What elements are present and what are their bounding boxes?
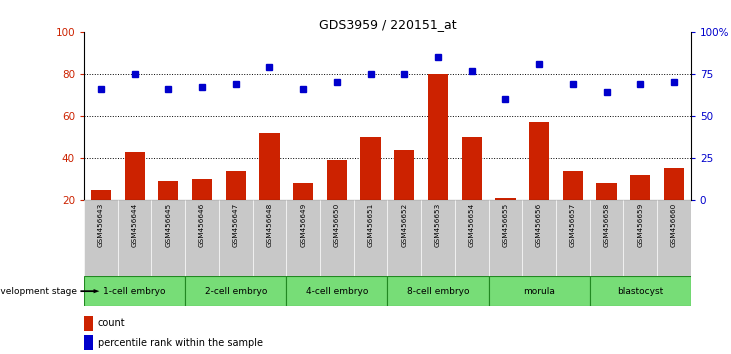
Bar (253, 200, 287, 276)
Bar (387, 200, 421, 276)
Bar (630, 175, 651, 242)
Bar (488, 276, 590, 306)
Title: GDS3959 / 220151_at: GDS3959 / 220151_at (319, 18, 456, 31)
Text: GSM456644: GSM456644 (132, 202, 137, 246)
Bar (84, 336, 93, 350)
Bar (118, 200, 151, 276)
Text: GSM456649: GSM456649 (300, 202, 306, 246)
Text: count: count (98, 318, 125, 329)
Text: GSM456652: GSM456652 (401, 202, 407, 246)
Text: GSM456651: GSM456651 (368, 202, 374, 246)
Text: GSM456657: GSM456657 (570, 202, 576, 246)
Text: GSM456647: GSM456647 (232, 202, 239, 246)
Bar (556, 200, 590, 276)
Bar (293, 183, 314, 242)
Bar (657, 200, 691, 276)
Text: GSM456658: GSM456658 (604, 202, 610, 246)
Text: GSM456645: GSM456645 (165, 202, 171, 246)
Bar (84, 200, 118, 276)
Bar (192, 179, 212, 242)
Bar (226, 171, 246, 242)
Text: GSM456643: GSM456643 (98, 202, 104, 246)
Text: GSM456654: GSM456654 (469, 202, 474, 246)
Bar (360, 137, 381, 242)
Bar (563, 171, 583, 242)
Bar (428, 74, 448, 242)
Bar (354, 200, 387, 276)
Bar (287, 200, 320, 276)
Bar (529, 122, 549, 242)
Text: GSM456659: GSM456659 (637, 202, 643, 246)
Text: 8-cell embryo: 8-cell embryo (406, 287, 469, 296)
Bar (185, 200, 219, 276)
Bar (624, 200, 657, 276)
Bar (590, 276, 691, 306)
Text: GSM456646: GSM456646 (199, 202, 205, 246)
Bar (522, 200, 556, 276)
Text: GSM456660: GSM456660 (671, 202, 677, 246)
Bar (596, 183, 617, 242)
Bar (461, 137, 482, 242)
Bar (260, 133, 279, 242)
Text: 4-cell embryo: 4-cell embryo (306, 287, 368, 296)
Text: GSM456655: GSM456655 (502, 202, 508, 246)
Text: GSM456653: GSM456653 (435, 202, 441, 246)
Bar (219, 200, 253, 276)
Bar (327, 160, 347, 242)
Text: development stage: development stage (0, 287, 77, 296)
Bar (151, 200, 185, 276)
Bar (287, 276, 387, 306)
Bar (185, 276, 287, 306)
Bar (158, 181, 178, 242)
Text: 1-cell embryo: 1-cell embryo (103, 287, 166, 296)
Bar (455, 200, 488, 276)
Text: GSM456656: GSM456656 (536, 202, 542, 246)
Bar (320, 200, 354, 276)
Bar (84, 316, 93, 331)
Text: blastocyst: blastocyst (617, 287, 663, 296)
Bar (421, 200, 455, 276)
Bar (496, 198, 515, 242)
Bar (387, 276, 488, 306)
Text: percentile rank within the sample: percentile rank within the sample (98, 338, 262, 348)
Bar (590, 200, 624, 276)
Bar (91, 189, 111, 242)
Text: GSM456648: GSM456648 (267, 202, 273, 246)
Bar (488, 200, 522, 276)
Text: morula: morula (523, 287, 555, 296)
Bar (394, 149, 414, 242)
Bar (664, 169, 684, 242)
Text: 2-cell embryo: 2-cell embryo (205, 287, 267, 296)
Bar (124, 152, 145, 242)
Bar (84, 276, 185, 306)
Text: GSM456650: GSM456650 (334, 202, 340, 246)
